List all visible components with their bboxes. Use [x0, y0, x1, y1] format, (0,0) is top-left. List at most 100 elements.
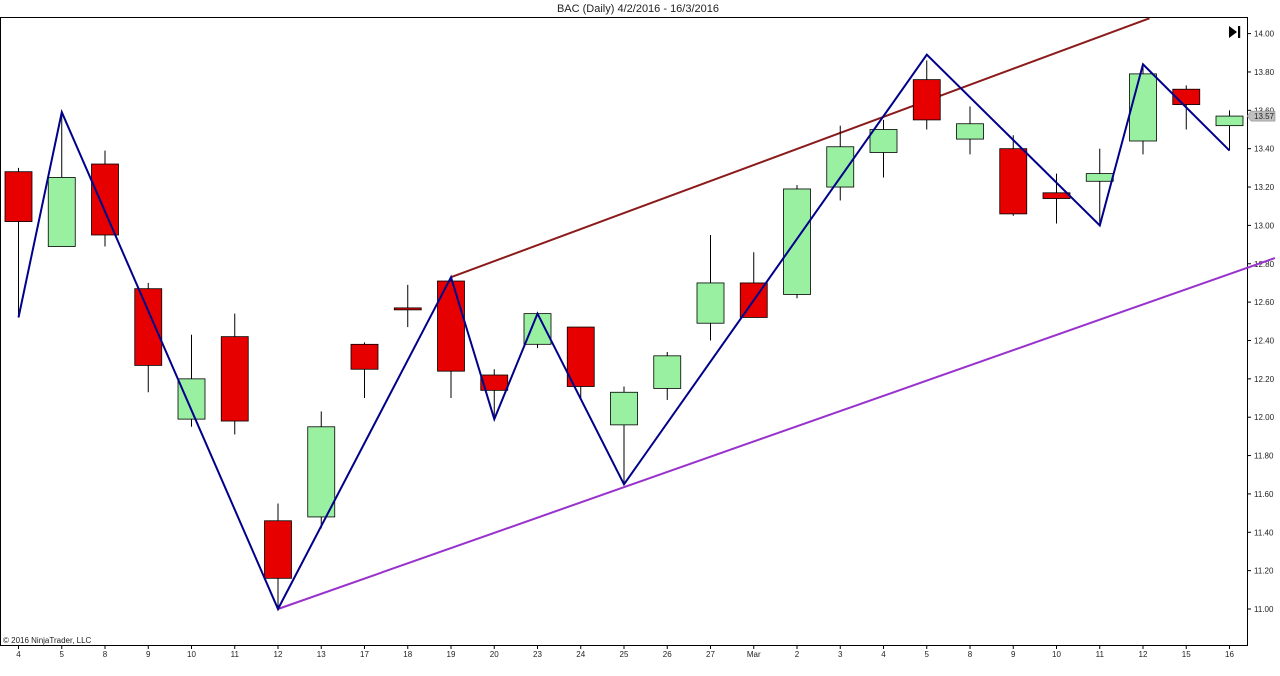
y-tick-label: 12.60 — [1254, 298, 1275, 307]
x-tick-label: 3 — [838, 650, 843, 659]
candle-body — [91, 163, 119, 236]
trendlines — [277, 17, 1276, 610]
y-tick-label: 13.80 — [1254, 68, 1275, 77]
candle-body — [307, 426, 336, 518]
x-tick-label: 15 — [1182, 650, 1191, 659]
x-tick-label: 20 — [490, 650, 499, 659]
candle-body — [523, 313, 552, 345]
candle-body — [869, 129, 898, 153]
x-tick-label: 16 — [1225, 650, 1234, 659]
candle-body — [912, 79, 941, 121]
candle-body — [480, 374, 509, 391]
y-tick-label: 12.00 — [1254, 413, 1275, 422]
candle-body — [1042, 192, 1071, 199]
candle — [134, 282, 163, 393]
x-tick-label: 5 — [925, 650, 930, 659]
candle-body — [566, 326, 595, 387]
candle-body — [393, 307, 422, 311]
candle — [956, 106, 984, 155]
candle — [869, 119, 898, 178]
x-tick-label: 8 — [968, 650, 973, 659]
x-tick-label: 4 — [16, 650, 21, 659]
x-tick-label: 12 — [1139, 650, 1148, 659]
y-tick-label: 12.40 — [1254, 336, 1275, 345]
candle-body — [4, 171, 33, 222]
y-axis: 14.00 13.80 13.60 13.40 13.20 13.00 12.80 12.60… — [1247, 30, 1275, 614]
y-tick-label: 11.40 — [1254, 528, 1274, 537]
y-tick-label: 13.00 — [1254, 221, 1275, 230]
x-tick-label: 18 — [403, 650, 412, 659]
last-price-marker: 13.57 — [1246, 110, 1276, 122]
candle — [912, 60, 941, 130]
candle-body — [696, 282, 725, 324]
candle — [307, 411, 336, 529]
candle-body — [826, 146, 855, 188]
y-tick-label: 11.80 — [1254, 452, 1274, 461]
y-tick-label: 11.00 — [1254, 605, 1274, 614]
candle — [91, 150, 119, 247]
y-tick-label: 14.00 — [1254, 30, 1275, 39]
y-tick-label: 13.60 — [1254, 106, 1275, 115]
candle — [47, 112, 76, 247]
chart-title: BAC (Daily) 4/2/2016 - 16/3/2016 — [557, 3, 719, 15]
y-tick-label: 12.80 — [1254, 260, 1275, 269]
candle-body — [134, 288, 163, 366]
upper-channel-line — [450, 17, 1150, 279]
x-tick-label: 8 — [103, 650, 108, 659]
candle-body — [47, 177, 76, 247]
candle — [826, 125, 855, 201]
candle — [523, 313, 552, 349]
candle-body — [783, 188, 811, 295]
plot-border — [0, 17, 1248, 646]
x-tick-label: 19 — [447, 650, 456, 659]
candle — [1129, 64, 1157, 155]
candle-body — [220, 336, 249, 422]
candle — [1215, 110, 1244, 151]
x-tick-label: 13 — [317, 650, 326, 659]
x-tick-label: 9 — [1011, 650, 1016, 659]
y-tick-label: 13.40 — [1254, 145, 1275, 154]
skip-to-end-icon[interactable] — [1229, 26, 1241, 38]
x-tick-label: 2 — [795, 650, 800, 659]
candle-body — [177, 378, 206, 420]
candle — [350, 342, 379, 399]
x-axis: 4 5 8 9 10 11 12 13 17 18 19 20 23 24 25 26 27 Mar 2 3 4 5 8 9 1… — [16, 645, 1234, 659]
candle-body — [1085, 173, 1114, 182]
candle-body — [956, 123, 984, 140]
candle-body — [264, 520, 292, 579]
x-tick-label: 25 — [620, 650, 629, 659]
x-tick-label: 24 — [576, 650, 585, 659]
candle — [653, 351, 682, 400]
candle-body — [1129, 73, 1157, 142]
candle-body — [1215, 115, 1244, 127]
candle — [220, 313, 249, 435]
x-tick-label: 26 — [663, 650, 672, 659]
x-tick-label: 10 — [1052, 650, 1061, 659]
last-price-marker-shape — [1246, 110, 1276, 122]
candle — [783, 185, 811, 299]
zigzag-overlay — [17, 53, 1231, 612]
candle-body — [350, 343, 379, 370]
y-tick-label: 13.20 — [1254, 183, 1275, 192]
last-price-marker-label: 13.57 — [1254, 112, 1275, 121]
candle — [393, 284, 422, 328]
candle — [264, 503, 292, 609]
candle — [4, 167, 33, 318]
y-tick-label: 12.20 — [1254, 375, 1275, 384]
copyright: © 2016 NinjaTrader, LLC — [3, 636, 92, 645]
candle — [999, 135, 1028, 216]
x-tick-label: 27 — [706, 650, 715, 659]
x-tick-label: 12 — [274, 650, 283, 659]
candle — [566, 326, 595, 399]
y-tick-label: 11.20 — [1254, 567, 1274, 576]
x-tick-label: 23 — [533, 650, 542, 659]
candle — [610, 386, 638, 485]
candle-body — [610, 391, 638, 426]
lower-channel-line — [277, 257, 1276, 610]
candle — [480, 369, 509, 420]
x-tick-label: Mar — [747, 650, 761, 659]
x-tick-label: 17 — [360, 650, 369, 659]
x-tick-label: 11 — [1096, 650, 1105, 659]
x-tick-label: 11 — [231, 650, 240, 659]
